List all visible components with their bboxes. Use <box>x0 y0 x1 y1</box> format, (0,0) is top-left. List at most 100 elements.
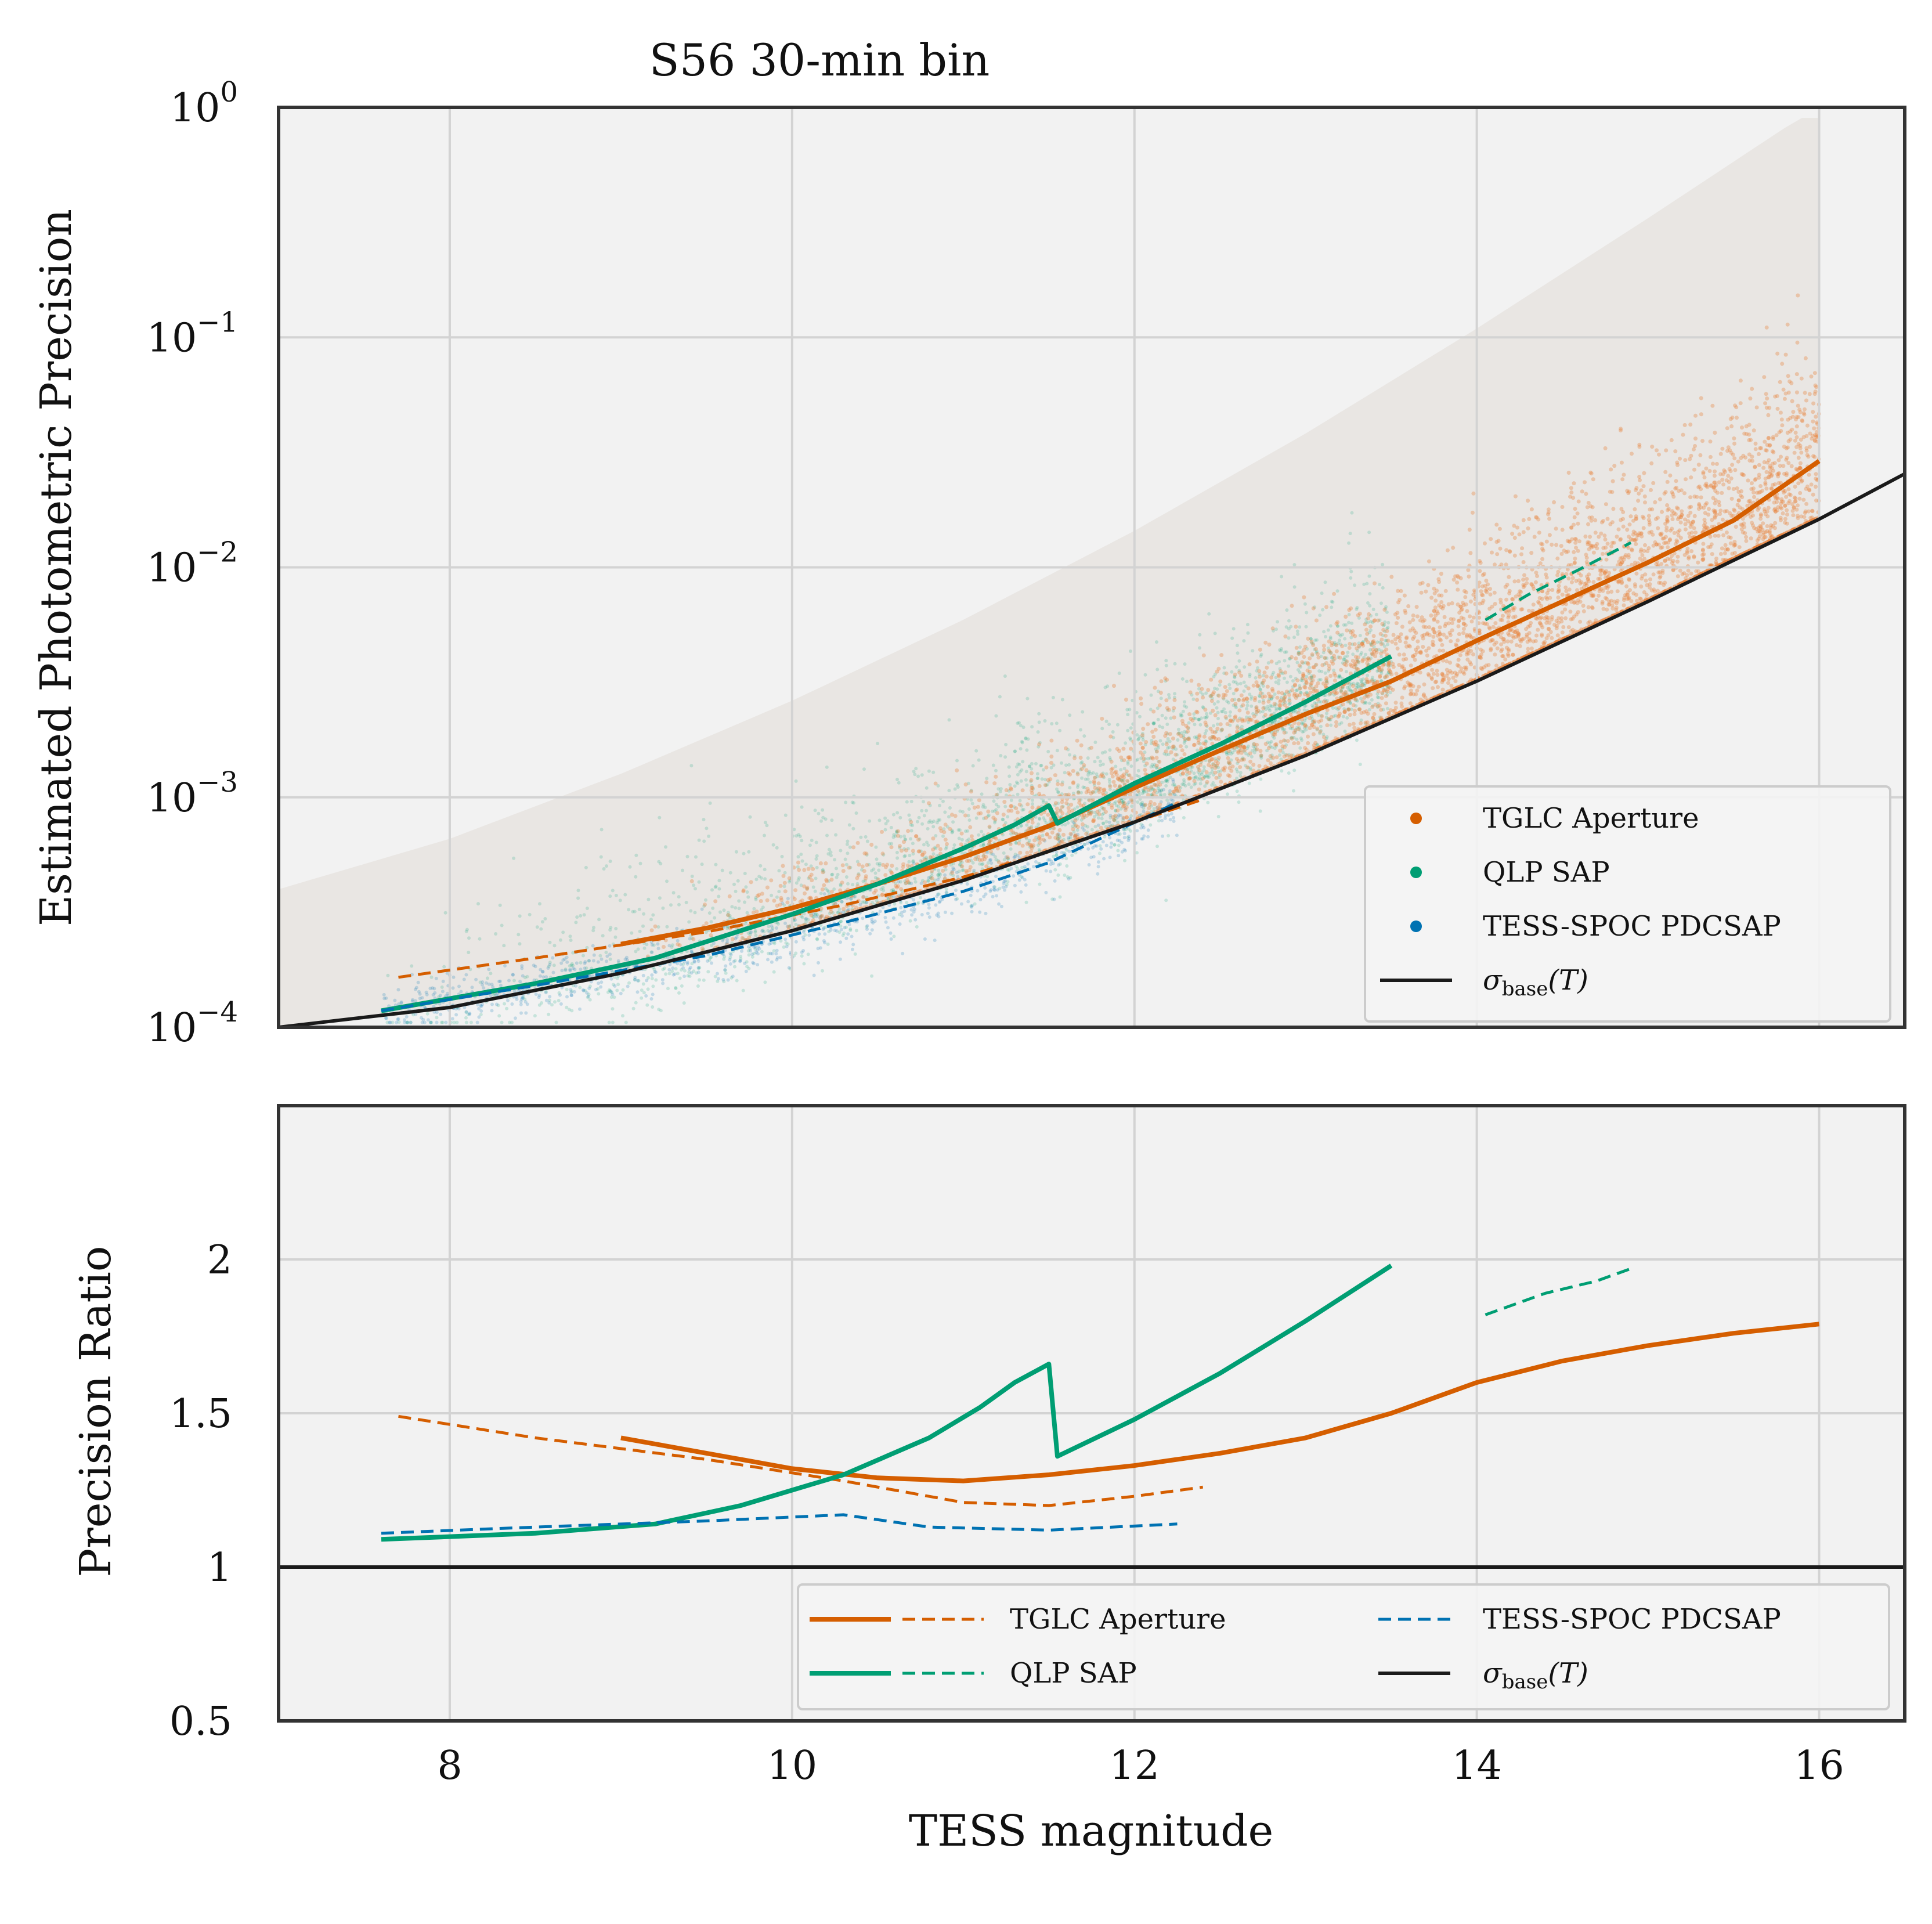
qlp-scatter-point <box>1004 742 1008 746</box>
qlp-scatter-point <box>1270 673 1274 677</box>
qlp-scatter-point <box>614 927 618 930</box>
qlp-scatter-point <box>548 940 552 944</box>
qlp-scatter-point <box>671 891 676 895</box>
tglc-scatter-point <box>787 876 792 880</box>
qlp-scatter-point <box>1337 674 1341 678</box>
qlp-scatter-point <box>745 960 749 964</box>
tglc-scatter-point <box>1552 500 1557 504</box>
qlp-scatter-point <box>1270 696 1273 701</box>
qlp-scatter-point <box>1072 830 1076 834</box>
qlp-scatter-point <box>439 1020 443 1024</box>
qlp-scatter-point <box>505 1006 509 1010</box>
qlp-scatter-point <box>981 843 985 847</box>
qlp-scatter-point <box>1095 787 1099 791</box>
qlp-scatter-point <box>1290 735 1294 739</box>
spoc-scatter-point <box>497 980 501 983</box>
spoc-scatter-point <box>878 909 882 914</box>
qlp-scatter-point <box>1203 784 1207 788</box>
qlp-scatter-point <box>1149 786 1153 790</box>
tglc-scatter-point <box>1233 702 1238 706</box>
qlp-scatter-point <box>929 876 933 880</box>
tglc-scatter-point <box>1076 790 1081 795</box>
qlp-scatter-point <box>1318 613 1322 618</box>
qlp-scatter-point <box>806 918 810 922</box>
qlp-scatter-point <box>898 846 902 850</box>
qlp-scatter-point <box>1254 745 1257 749</box>
qlp-scatter-point <box>1332 714 1336 719</box>
qlp-scatter-point <box>998 789 1002 793</box>
qlp-scatter-point <box>1016 792 1020 796</box>
qlp-scatter-point <box>969 904 973 908</box>
qlp-scatter-point <box>1323 662 1327 666</box>
qlp-scatter-point <box>1226 792 1229 796</box>
spoc-scatter-point <box>671 973 676 977</box>
qlp-scatter-point <box>1363 652 1367 656</box>
spoc-scatter-point <box>731 974 735 979</box>
qlp-scatter-point <box>1006 857 1010 861</box>
qlp-scatter-point <box>1234 704 1238 708</box>
qlp-scatter-point <box>925 808 929 813</box>
tglc-scatter-point <box>1807 392 1812 396</box>
tglc-scatter-point <box>1306 637 1310 641</box>
qlp-scatter-point <box>815 937 819 941</box>
qlp-scatter-point <box>1228 710 1232 714</box>
qlp-scatter-point <box>682 1001 686 1005</box>
spoc-scatter-point <box>817 932 821 936</box>
qlp-scatter-point <box>1025 696 1030 701</box>
spoc-scatter-point <box>451 986 455 990</box>
spoc-scatter-point <box>1158 815 1162 819</box>
qlp-scatter-point <box>891 887 895 891</box>
qlp-scatter-point <box>1250 749 1254 753</box>
tglc-scatter-point <box>1312 674 1316 678</box>
spoc-scatter-point <box>912 898 916 902</box>
qlp-scatter-point <box>1126 762 1130 766</box>
qlp-scatter-point <box>1149 810 1153 814</box>
qlp-scatter-point <box>1270 745 1274 749</box>
qlp-scatter-point <box>902 834 907 838</box>
qlp-scatter-point <box>1234 706 1238 710</box>
qlp-scatter-point <box>877 818 882 822</box>
spoc-scatter-point <box>943 910 947 914</box>
qlp-scatter-point <box>1367 530 1371 535</box>
tglc-scatter-point <box>1744 539 1749 543</box>
qlp-scatter-point <box>1310 717 1315 721</box>
spoc-scatter-point <box>716 972 719 976</box>
qlp-scatter-point <box>1107 723 1111 726</box>
qlp-scatter-point <box>993 855 997 859</box>
tglc-scatter-point <box>1556 569 1561 574</box>
qlp-scatter-point <box>614 893 618 897</box>
qlp-scatter-point <box>1210 783 1214 787</box>
qlp-scatter-point <box>1280 769 1284 773</box>
tglc-scatter-point <box>1267 642 1272 647</box>
qlp-scatter-point <box>1386 670 1391 674</box>
qlp-scatter-point <box>1040 777 1044 781</box>
qlp-scatter-point <box>794 951 798 955</box>
qlp-scatter-point <box>667 972 671 976</box>
qlp-scatter-point <box>930 821 934 824</box>
qlp-scatter-point <box>1290 727 1294 731</box>
tglc-scatter-point <box>1216 737 1221 741</box>
qlp-scatter-point <box>1206 800 1210 804</box>
qlp-scatter-point <box>908 854 912 857</box>
qlp-scatter-point <box>1277 707 1281 711</box>
qlp-scatter-point <box>486 976 489 980</box>
tglc-scatter-point <box>1266 746 1271 750</box>
spoc-scatter-point <box>785 944 789 948</box>
tglc-scatter-point <box>1146 722 1150 727</box>
qlp-scatter-point <box>1157 819 1161 823</box>
qlp-scatter-point <box>1037 822 1041 826</box>
qlp-scatter-point <box>753 929 757 933</box>
tglc-scatter-point <box>1728 541 1733 546</box>
tglc-scatter-point <box>1648 577 1652 582</box>
qlp-scatter-point <box>612 995 616 999</box>
tglc-scatter-point <box>1311 606 1316 611</box>
qlp-scatter-point <box>1216 766 1220 770</box>
qlp-scatter-point <box>1197 717 1201 721</box>
spoc-scatter-point <box>749 930 753 934</box>
qlp-scatter-point <box>1129 764 1133 768</box>
qlp-scatter-point <box>670 943 674 947</box>
tglc-scatter-point <box>1125 778 1129 783</box>
qlp-scatter-point <box>1356 659 1360 663</box>
qlp-scatter-point <box>452 1020 456 1024</box>
qlp-scatter-point <box>980 829 984 833</box>
